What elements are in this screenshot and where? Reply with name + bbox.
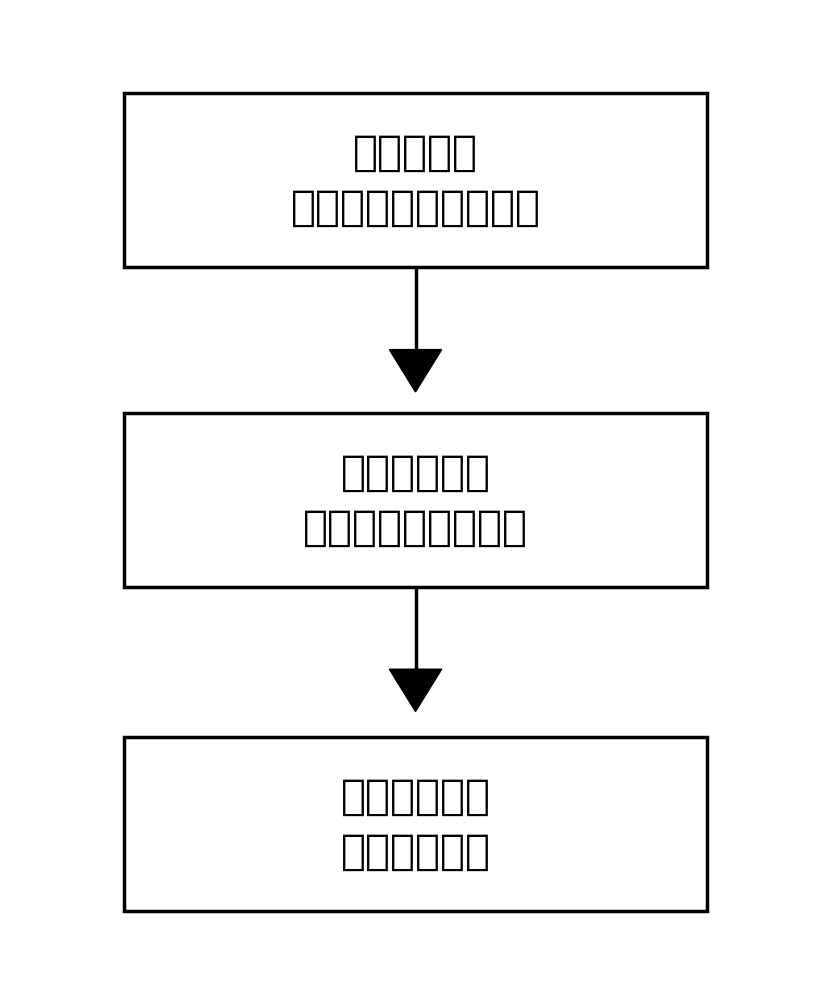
FancyBboxPatch shape xyxy=(124,413,707,587)
Polygon shape xyxy=(389,350,442,392)
FancyBboxPatch shape xyxy=(124,93,707,267)
FancyBboxPatch shape xyxy=(124,737,707,911)
Text: 探测信关站
运行时的最大下行速率: 探测信关站 运行时的最大下行速率 xyxy=(291,132,540,229)
Text: 计算背景速率
并由此获取分段阈值: 计算背景速率 并由此获取分段阈值 xyxy=(303,451,528,549)
Polygon shape xyxy=(389,669,442,712)
Text: 使用测试终端
构造分段场景: 使用测试终端 构造分段场景 xyxy=(341,776,490,873)
